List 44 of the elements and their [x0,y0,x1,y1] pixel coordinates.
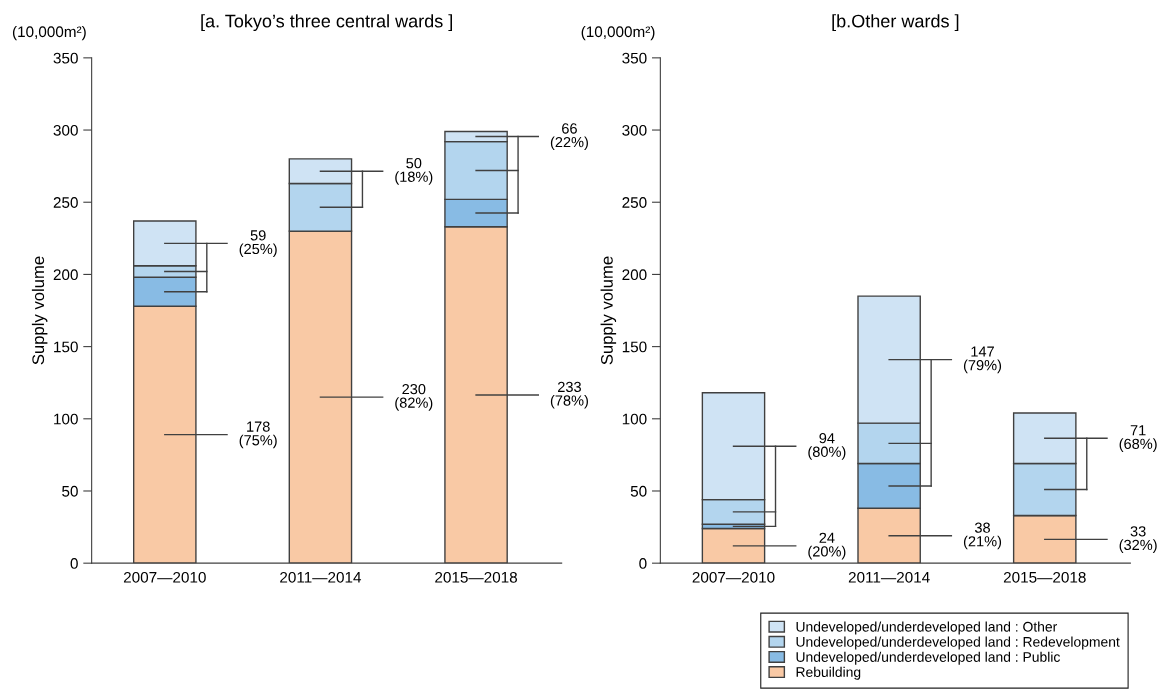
annotation: 50 (18%) [395,157,433,185]
annotation: 178 (75%) [239,421,277,449]
legend-label: Rebuilding [796,666,861,680]
y-tick-label: 250 [622,197,647,208]
annotation: 94 (80%) [808,433,846,460]
y-tick-label: 200 [53,269,78,281]
y-tick-label: 100 [622,413,647,425]
x-tick-label: 2015—2018 [435,571,518,583]
legend-label: Undeveloped/underdeveloped land : Redevelopment [796,636,1120,650]
y-tick-label: 350 [622,52,647,64]
y-tick-label: 350 [53,52,78,64]
annotation: 66 (22%) [550,123,588,151]
annotation: 147 (79%) [963,346,1002,374]
y-tick-label: 150 [54,341,78,353]
text: (10,000m²) [581,25,655,41]
y-tick-label: 50 [630,485,647,497]
text: (10,000m²) [12,25,86,41]
chart-title: [a. Tokyo’s three central wards ] [201,14,452,32]
y-tick-label: 0 [639,558,647,569]
chart-title: [b.Other wards ] [832,14,959,32]
legend-label: Undeveloped/underdeveloped land : Other [796,621,1058,635]
annotation: 230 (82%) [395,383,433,411]
x-tick-label: 2011—2014 [848,571,930,583]
y-axis-title: Supply volume [600,256,617,365]
y-tick-label: 250 [53,197,78,208]
y-tick-label: 0 [70,558,78,569]
y-tick-label: 50 [62,485,78,497]
x-tick-label: 2015—2018 [1003,571,1086,583]
y-axis-title: Supply volume [31,256,48,365]
annotation: 24 (20%) [808,532,846,560]
y-tick-label: 300 [622,124,647,136]
annotation: 38 (21%) [963,522,1002,550]
y-tick-label: 150 [622,341,647,353]
annotation: 233 (78%) [550,381,588,409]
annotation: 33 (32%) [1119,526,1157,553]
x-tick-label: 2011—2014 [280,571,362,583]
legend-label: Undeveloped/underdeveloped land : Public [796,651,1060,665]
y-tick-label: 100 [54,413,78,425]
x-tick-label: 2007—2010 [692,571,775,583]
y-tick-label: 200 [622,269,647,281]
annotation: 71 (68%) [1119,425,1157,452]
y-tick-label: 300 [53,124,78,136]
x-tick-label: 2007—2010 [123,571,206,583]
annotation: 59 (25%) [239,230,277,257]
